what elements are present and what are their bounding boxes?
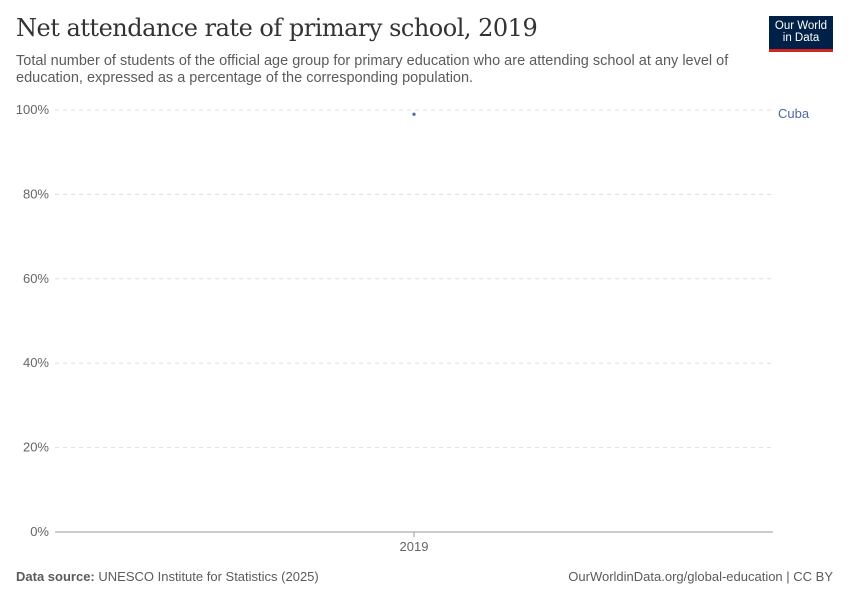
y-tick-label: 100% — [16, 102, 50, 117]
chart-title: Net attendance rate of primary school, 2… — [16, 14, 538, 42]
y-tick-label: 20% — [23, 440, 49, 455]
data-point-cuba — [412, 112, 416, 116]
source-label: Data source: — [16, 569, 95, 584]
x-tick-label: 2019 — [400, 539, 429, 554]
data-source: Data source: UNESCO Institute for Statis… — [16, 569, 319, 584]
footer-url[interactable]: OurWorldinData.org/global-education | CC… — [568, 569, 833, 584]
owid-logo[interactable]: Our World in Data — [769, 16, 833, 52]
source-text: UNESCO Institute for Statistics (2025) — [98, 569, 319, 584]
y-tick-label: 80% — [23, 186, 49, 201]
y-tick-label: 40% — [23, 355, 49, 370]
series-label-cuba: Cuba — [778, 106, 810, 121]
chart-subtitle: Total number of students of the official… — [16, 53, 729, 86]
y-tick-label: 0% — [30, 524, 49, 539]
y-tick-label: 60% — [23, 271, 49, 286]
